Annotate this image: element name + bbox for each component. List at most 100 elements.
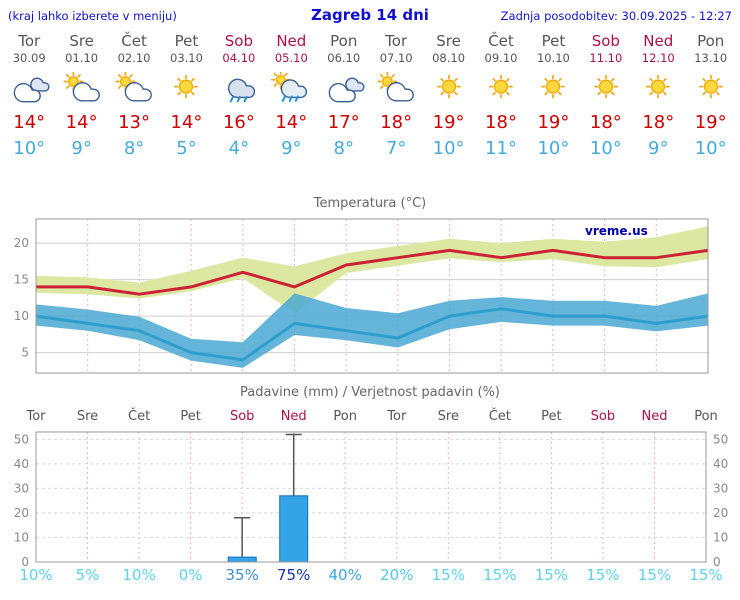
weather-icon-cell	[160, 72, 212, 109]
day-column: Tor 07.10 18° 7°	[370, 26, 422, 159]
day-column: Pon 06.10 17° 8°	[318, 26, 370, 159]
day-column: Čet 02.10 13° 8°	[108, 26, 160, 159]
svg-text:30: 30	[713, 481, 728, 495]
day-column: Ned 12.10 18° 9°	[632, 26, 684, 159]
high-temp: 18°	[642, 112, 675, 133]
precip-day-label: Ned	[642, 409, 668, 424]
day-column: Pet 03.10 14° 5°	[160, 26, 212, 159]
day-name: Sob	[591, 32, 620, 50]
cloudy-icon	[13, 77, 50, 103]
day-date: 08.10	[432, 51, 466, 65]
weather-icon-cell	[265, 70, 317, 109]
svg-text:15: 15	[14, 273, 29, 287]
partly-icon	[115, 71, 152, 102]
low-temp: 10°	[694, 138, 727, 159]
temperature-chart: Temperatura (°C) 5 10 15 20 vreme.us	[14, 196, 709, 374]
high-temp: 18°	[380, 112, 413, 133]
weather-icon-cell	[422, 72, 474, 109]
day-column: Ned 05.10 14° 9°	[265, 26, 317, 159]
precip-day-label: Tor	[25, 409, 46, 424]
day-column: Čet 09.10 18° 11°	[475, 26, 527, 159]
svg-text:50: 50	[14, 432, 29, 446]
low-temp: 10°	[432, 138, 465, 159]
low-temp: 8°	[123, 138, 145, 159]
high-temp: 14°	[13, 112, 46, 133]
day-name: Čet	[488, 32, 514, 50]
low-temp: 10°	[13, 138, 46, 159]
high-temp: 14°	[65, 112, 98, 133]
low-temp: 8°	[333, 138, 354, 159]
precip-day-label: Pon	[333, 409, 357, 424]
precipitation-chart: Padavine (mm) / Verjetnost padavin (%) To…	[14, 385, 729, 584]
weather-icon-cell	[580, 72, 632, 109]
low-temp: 9°	[648, 138, 669, 159]
rain-icon	[227, 78, 256, 103]
high-temp: 14°	[275, 112, 308, 133]
temp-chart-title: Temperatura (°C)	[313, 196, 426, 211]
weather-icon-cell	[370, 71, 422, 109]
low-temp: 9°	[71, 138, 92, 159]
precip-probability: 75%	[277, 566, 310, 584]
weather-icon-cell	[3, 72, 55, 109]
precip-day-label: Tor	[386, 409, 407, 424]
forecast-days-table: Tor 30.09 14° 10° Sre 01.10 14° 9° Čet 02.10 13° 8°…	[0, 24, 740, 159]
day-date: 12.10	[641, 51, 675, 65]
high-temp: 17°	[327, 112, 360, 133]
max-temp-line	[36, 248, 709, 296]
weather-icon-cell	[108, 71, 160, 109]
svg-text:20: 20	[713, 506, 728, 520]
day-name: Pon	[697, 32, 725, 50]
day-name: Sre	[436, 32, 461, 50]
precip-probability: 10%	[122, 566, 155, 584]
precip-day-label: Sre	[438, 409, 459, 424]
precip-probability: 5%	[76, 566, 100, 584]
svg-text:0: 0	[713, 555, 721, 569]
watermark: vreme.us	[585, 224, 648, 238]
day-name: Tor	[18, 32, 41, 50]
svg-text:10: 10	[713, 531, 728, 545]
day-name: Ned	[276, 32, 307, 50]
day-name: Tor	[385, 32, 408, 50]
day-name: Sre	[69, 32, 94, 50]
low-temp: 9°	[281, 138, 302, 159]
high-temp: 19°	[694, 112, 727, 133]
partly-icon	[377, 71, 415, 102]
precip-day-label: Sob	[591, 409, 615, 424]
weather-icon-cell	[684, 72, 736, 109]
svg-text:0: 0	[21, 555, 29, 569]
day-column: Sre 01.10 14° 9°	[55, 26, 107, 159]
high-temp: 19°	[537, 112, 570, 133]
precip-probability: 15%	[535, 566, 568, 584]
precip-probability: 15%	[483, 566, 516, 584]
day-name: Pet	[174, 32, 199, 50]
precip-probability: 15%	[586, 566, 619, 584]
precip-day-label: Sre	[77, 409, 98, 424]
high-temp: 14°	[170, 112, 203, 133]
precip-probability: 0%	[179, 566, 203, 584]
day-column: Sre 08.10 19° 10°	[422, 26, 474, 159]
low-temp: 11°	[485, 138, 517, 159]
sunny-icon	[541, 74, 566, 99]
day-name: Pon	[330, 32, 358, 50]
svg-text:20: 20	[14, 506, 29, 520]
precip-day-label: Čet	[489, 408, 511, 424]
precip-probability: 35%	[226, 566, 259, 584]
weather-icon-cell	[475, 72, 527, 109]
day-date: 07.10	[379, 51, 413, 65]
svg-text:30: 30	[14, 481, 29, 495]
precip-probability: 20%	[380, 566, 413, 584]
day-date: 05.10	[274, 51, 308, 65]
day-date: 30.09	[12, 51, 46, 65]
menu-hint: (kraj lahko izberete v meniju)	[8, 9, 177, 23]
last-update: Zadnja posodobitev: 30.09.2025 - 12:27	[500, 9, 732, 23]
svg-text:40: 40	[713, 457, 728, 471]
day-name: Čet	[121, 32, 147, 50]
partly-icon	[62, 71, 100, 102]
svg-text:40: 40	[14, 457, 29, 471]
showers-icon	[271, 70, 308, 102]
low-temp: 7°	[385, 138, 407, 159]
day-date: 09.10	[484, 51, 518, 65]
precip-day-label: Pet	[180, 409, 200, 424]
precip-bar	[227, 556, 257, 563]
svg-text:20: 20	[14, 236, 29, 250]
